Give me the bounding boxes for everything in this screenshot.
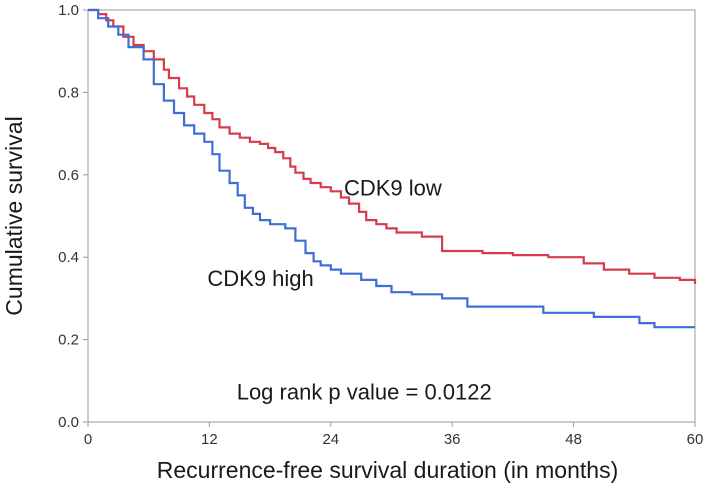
x-axis: 0 12 24 36 48 60: [84, 422, 704, 448]
plot-frame: [87, 9, 696, 423]
x-tick-label: 0: [84, 431, 92, 448]
label-cdk9-high: CDK9 high: [207, 266, 313, 291]
survival-curves: [88, 8, 697, 329]
y-axis-title: Cumulative survival: [1, 116, 27, 315]
x-tick-label: 12: [201, 431, 218, 448]
y-tick-label: 0.0: [58, 414, 79, 431]
x-axis-title: Recurrence-free survival duration (in mo…: [157, 457, 618, 483]
y-tick-label: 0.6: [58, 167, 79, 184]
label-cdk9-low: CDK9 low: [344, 175, 442, 200]
plot-area: [87, 8, 697, 423]
x-tick-label: 48: [565, 431, 582, 448]
series-line-cdk9-high: [88, 8, 695, 329]
y-tick-label: 0.8: [58, 84, 79, 101]
x-tick-label: 36: [444, 431, 461, 448]
annotations: CDK9 low CDK9 high Log rank p value = 0.01…: [207, 175, 491, 404]
y-tick-label: 0.2: [58, 332, 79, 349]
series-line-cdk9-low: [88, 8, 697, 284]
y-axis: 0.0 0.2 0.4 0.6 0.8 1.0: [58, 2, 88, 431]
x-tick-label: 24: [322, 431, 339, 448]
p-value-text: Log rank p value = 0.0122: [237, 379, 492, 404]
x-tick-label: 60: [687, 431, 704, 448]
y-tick-label: 1.0: [58, 2, 79, 19]
y-tick-label: 0.4: [58, 249, 79, 266]
